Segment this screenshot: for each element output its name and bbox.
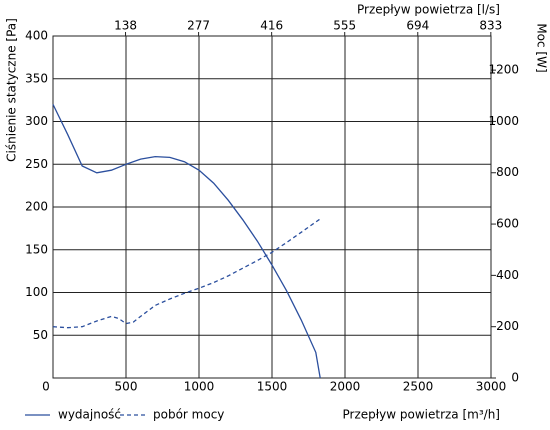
y-tick-label: 350 [25, 71, 48, 85]
x-tick-label: 500 [115, 380, 138, 394]
x2-tick-label: 694 [406, 19, 429, 33]
y2-tick-label: 800 [496, 165, 519, 179]
x-tick-label: 2500 [403, 380, 434, 394]
x-tick-label: 3000 [476, 380, 507, 394]
series-line [52, 104, 321, 379]
y2-tick-label: 1200 [488, 63, 519, 77]
x-tick-label: 2000 [330, 380, 361, 394]
series-line [52, 218, 321, 329]
y-tick-label: 300 [25, 114, 48, 128]
x2-tick-label: 277 [187, 19, 210, 33]
y-tick-label: 250 [25, 157, 48, 171]
x-tick-label: 1000 [184, 380, 215, 394]
x2-axis-title: Przepływ powietrza [l/s] [357, 3, 500, 17]
x-tick-label: 0 [42, 380, 50, 394]
y2-tick-label: 1000 [488, 114, 519, 128]
y-tick-label: 200 [25, 200, 48, 214]
y-tick-label: 150 [25, 242, 48, 256]
y-axis-title: Ciśnienie statyczne [Pa] [5, 18, 19, 162]
x-axis-title: Przepływ powietrza [m³/h] [342, 408, 500, 422]
y-tick-label: 50 [33, 328, 48, 342]
legend-label: pobór mocy [153, 408, 224, 422]
y2-tick-label: 0 [511, 371, 519, 385]
y2-tick-label: 200 [496, 319, 519, 333]
x2-tick-label: 833 [479, 19, 502, 33]
y-tick-label: 100 [25, 285, 48, 299]
y-tick-label: 400 [25, 29, 48, 43]
x2-tick-label: 138 [114, 19, 137, 33]
x2-tick-label: 416 [260, 19, 283, 33]
x-tick-label: 1500 [257, 380, 288, 394]
x2-tick-label: 555 [333, 19, 356, 33]
legend-label: wydajność [58, 408, 121, 422]
y2-tick-label: 600 [496, 217, 519, 231]
y2-axis-title: Moc [W] [535, 23, 549, 72]
y2-tick-label: 400 [496, 268, 519, 282]
